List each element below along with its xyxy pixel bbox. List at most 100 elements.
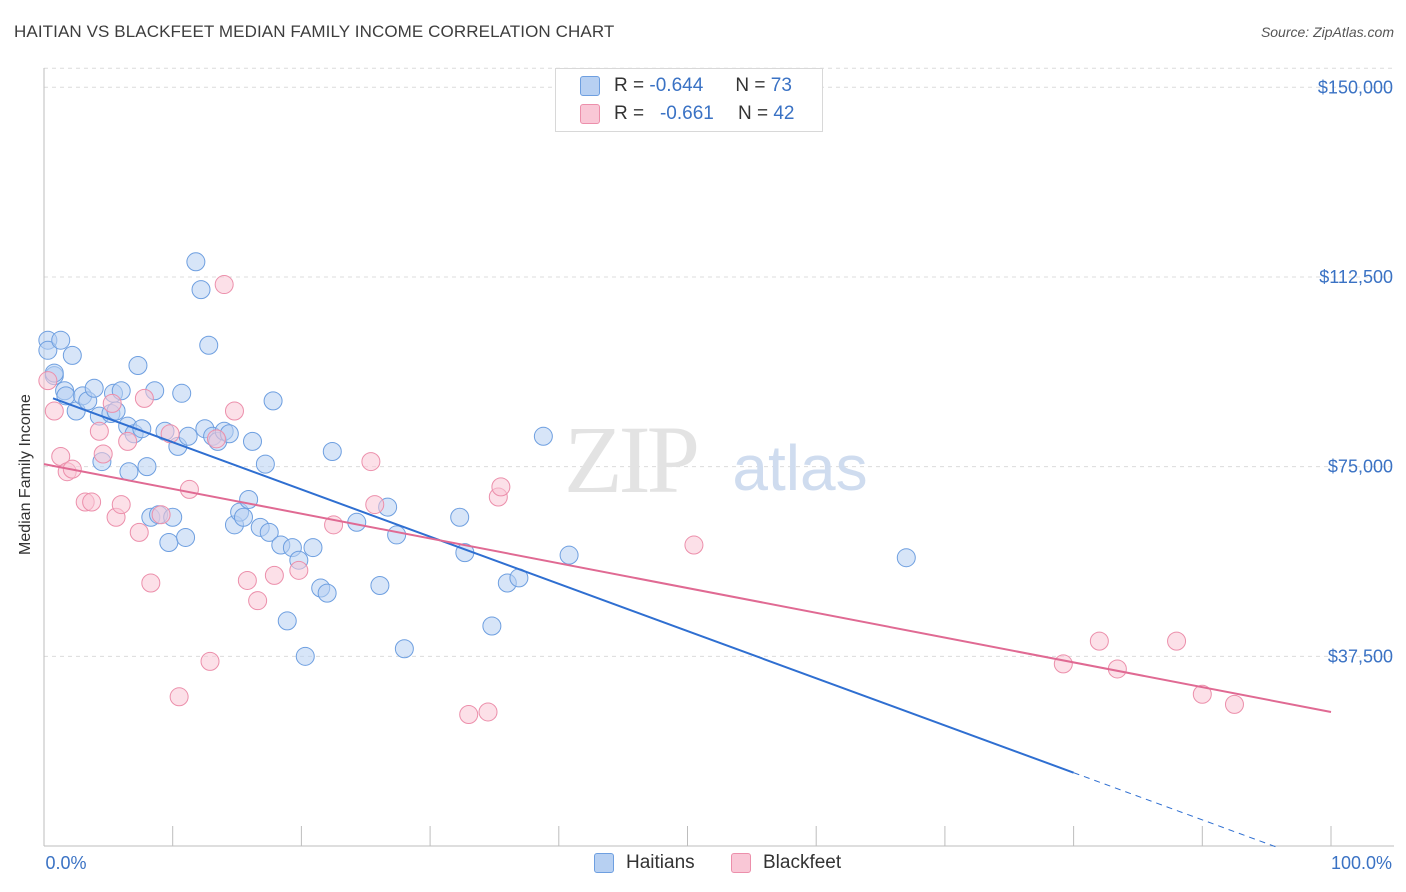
blackfeet-point xyxy=(224,401,244,421)
blackfeet-point xyxy=(491,477,511,497)
blackfeet-point xyxy=(82,492,102,512)
series-swatch-blackfeet xyxy=(731,853,751,873)
blackfeet-point xyxy=(160,424,180,444)
haitians-point xyxy=(137,457,157,477)
haitians-point xyxy=(394,639,414,659)
blackfeet-point xyxy=(248,591,268,611)
blackfeet-point xyxy=(214,275,234,295)
y-tick-label: $37,500 xyxy=(1328,646,1393,666)
blackfeet-point xyxy=(1053,654,1073,674)
legend-swatch-blackfeet xyxy=(580,104,600,124)
haitians-trend-extension xyxy=(1073,772,1280,849)
blackfeet-point xyxy=(200,651,220,671)
haitians-point xyxy=(62,345,82,365)
data-points xyxy=(38,252,1244,724)
haitians-point xyxy=(84,378,104,398)
blackfeet-point xyxy=(365,495,385,515)
trend-lines xyxy=(43,397,1332,849)
watermark-atlas: atlas xyxy=(732,432,867,504)
blackfeet-point xyxy=(1167,631,1187,651)
haitians-point xyxy=(38,340,58,360)
y-tick-label: $112,500 xyxy=(1319,267,1393,287)
legend-r-label: R = xyxy=(614,75,645,96)
blackfeet-point xyxy=(1089,631,1109,651)
haitians-point xyxy=(128,355,148,375)
tick-labels: $37,500 $75,000 $112,500 $150,000 0.0% 100.0% xyxy=(45,77,1393,873)
blackfeet-point xyxy=(129,522,149,542)
haitians-point xyxy=(255,454,275,474)
haitians-point xyxy=(370,576,390,596)
legend-n-value-haitians: 73 xyxy=(770,75,792,96)
blackfeet-point xyxy=(264,565,284,585)
y-tick-label: $75,000 xyxy=(1328,457,1393,477)
haitians-point xyxy=(199,335,219,355)
haitians-point xyxy=(176,527,196,547)
haitians-point xyxy=(119,462,139,482)
y-tick-label: $150,000 xyxy=(1318,77,1393,97)
blackfeet-point xyxy=(118,431,138,451)
haitians-point xyxy=(559,545,579,565)
series-swatch-haitians xyxy=(594,853,614,873)
haitians-point xyxy=(233,507,253,527)
legend-row-blackfeet: R = -0.661 N = 42 xyxy=(580,101,794,127)
blackfeet-point xyxy=(102,393,122,413)
haitians-point xyxy=(172,383,192,403)
haitians-point xyxy=(263,391,283,411)
blackfeet-point xyxy=(459,704,479,724)
blackfeet-point xyxy=(44,401,64,421)
chart-title: HAITIAN VS BLACKFEET MEDIAN FAMILY INCOM… xyxy=(14,22,615,41)
haitians-point xyxy=(482,616,502,636)
series-legend-blackfeet[interactable]: Blackfeet xyxy=(731,852,841,874)
legend-r-value-haitians: -0.644 xyxy=(649,75,704,96)
haitians-point xyxy=(317,583,337,603)
blackfeet-point xyxy=(38,371,58,391)
x-tick-label: 0.0% xyxy=(45,853,86,873)
chart-source: Source: ZipAtlas.com xyxy=(1260,24,1394,40)
haitians-point xyxy=(51,330,71,350)
haitians-point xyxy=(896,548,916,568)
legend-n-label: N = xyxy=(735,75,766,96)
haitians-point xyxy=(242,431,262,451)
watermark: ZIP atlas xyxy=(564,406,868,513)
blackfeet-point xyxy=(89,421,109,441)
blackfeet-point xyxy=(151,505,171,525)
legend-n-label: N = xyxy=(737,103,769,124)
haitians-point xyxy=(322,441,342,461)
blackfeet-point xyxy=(237,570,257,590)
legend-r-label: R = xyxy=(614,103,645,124)
blackfeet-point xyxy=(206,429,226,449)
haitians-point xyxy=(239,490,259,510)
blackfeet-point xyxy=(1192,684,1212,704)
blackfeet-point xyxy=(684,535,704,555)
series-legend: Haitians Blackfeet xyxy=(0,852,1406,876)
blackfeet-point xyxy=(361,452,381,472)
blackfeet-point xyxy=(289,560,309,580)
blackfeet-point xyxy=(141,573,161,593)
watermark-zip: ZIP xyxy=(564,406,697,513)
haitians-point xyxy=(178,426,198,446)
legend-row-haitians: R = -0.644 N = 73 xyxy=(580,73,792,99)
blackfeet-point xyxy=(169,687,189,707)
x-tick-label: 100.0% xyxy=(1331,853,1392,873)
series-legend-haitians[interactable]: Haitians xyxy=(594,852,695,874)
haitians-point xyxy=(186,252,206,272)
haitians-point xyxy=(159,533,179,553)
haitians-point xyxy=(533,426,553,446)
haitians-point xyxy=(259,522,279,542)
haitians-point xyxy=(450,507,470,527)
blackfeet-point xyxy=(478,702,498,722)
haitians-point xyxy=(303,538,323,558)
legend-swatch-haitians xyxy=(580,76,600,96)
haitians-point xyxy=(191,280,211,300)
haitians-point xyxy=(387,525,407,545)
haitians-trend-line xyxy=(52,397,1074,774)
legend-r-value-blackfeet: -0.661 xyxy=(659,103,714,124)
correlation-legend: R = -0.644 N = 73 R = -0.661 N = 42 xyxy=(555,68,823,132)
haitians-point xyxy=(295,646,315,666)
haitians-point xyxy=(277,611,297,631)
blackfeet-trend-line xyxy=(43,463,1332,713)
blackfeet-point xyxy=(134,388,154,408)
blackfeet-point xyxy=(111,495,131,515)
gridlines xyxy=(44,67,1394,657)
